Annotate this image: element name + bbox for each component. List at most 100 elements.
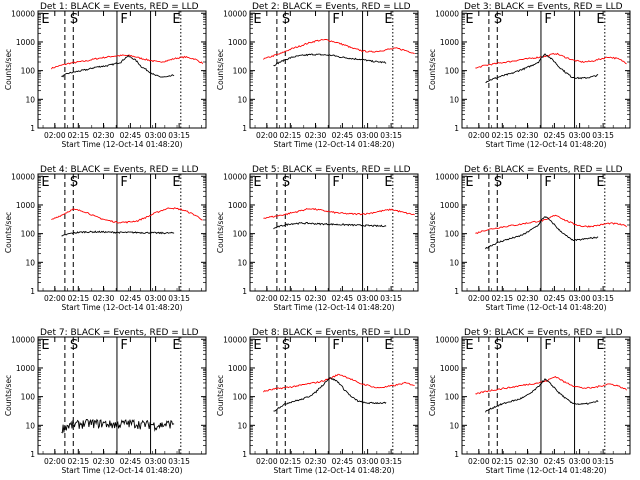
marker-f: F [544,175,551,190]
y-axis-label: Counts/sec [4,212,13,253]
x-tick-label: 02:45 [332,294,354,303]
y-tick-label: 1000 [228,201,247,210]
chart-title: Det 2: BLACK = Events, RED = LLD [252,2,411,12]
x-tick-label: 02:30 [517,457,539,466]
marker-e: E [384,175,392,190]
lld-trace [51,207,203,224]
lld-trace [475,376,627,395]
y-tick-label: 100 [21,230,36,239]
y-tick-label: 100 [233,230,248,239]
chart-title: Det 3: BLACK = Events, RED = LLD [464,2,623,12]
x-tick-label: 03:15 [168,294,190,303]
plot-frame [37,10,207,129]
marker-e: E [41,12,49,27]
marker-s: S [282,175,290,190]
x-tick-label: 02:45 [544,294,566,303]
y-tick-label: 100 [445,230,460,239]
y-tick-label: 100 [233,393,248,402]
events-trace [485,216,599,250]
chart-title: Det 1: BLACK = Events, RED = LLD [40,2,199,12]
plot-frame [461,336,631,455]
marker-s: S [494,12,502,27]
x-tick-label: 02:00 [44,457,66,466]
x-tick-label: 02:15 [280,294,302,303]
events-trace [61,54,175,78]
y-tick-label: 10000 [435,9,459,18]
marker-e: E [596,338,604,353]
x-tick-label: 02:45 [332,457,354,466]
x-tick-label: 03:00 [569,131,591,140]
marker-e: E [384,12,392,27]
x-tick-label: 02:15 [68,457,90,466]
marker-s: S [494,338,502,353]
y-tick-label: 1000 [440,201,459,210]
marker-e: E [465,338,473,353]
x-tick-label: 02:00 [256,131,278,140]
x-tick-label: 02:30 [305,294,327,303]
marker-f: F [332,175,339,190]
chart-panel-6: Det 6: BLACK = Events, RED = LLD 1 10 100 10… [428,165,631,312]
marker-e: E [253,175,261,190]
x-tick-label: 02:30 [93,457,115,466]
y-tick-label: 1 [30,287,35,296]
lld-trace [475,52,627,69]
y-tick-label: 1 [454,124,459,133]
lld-trace [475,214,627,234]
y-tick-label: 10000 [223,9,247,18]
chart-title: Det 5: BLACK = Events, RED = LLD [252,165,411,175]
x-tick-label: 03:15 [592,294,614,303]
x-tick-label: 03:00 [145,131,167,140]
chart-title: Det 8: BLACK = Events, RED = LLD [252,328,411,338]
x-tick-label: 02:15 [68,131,90,140]
marker-f: F [332,338,339,353]
y-tick-label: 10 [237,95,247,104]
x-tick-label: 02:30 [305,131,327,140]
x-tick-label: 03:00 [569,294,591,303]
x-tick-label: 02:45 [544,457,566,466]
x-tick-label: 02:15 [68,294,90,303]
x-tick-label: 02:15 [492,294,514,303]
marker-s: S [282,338,290,353]
x-tick-label: 02:30 [93,131,115,140]
marker-f: F [120,175,127,190]
x-axis-label: Start Time (12-Oct-14 01:48:20) [61,303,182,312]
y-tick-label: 1000 [228,38,247,47]
chart-panel-7: Det 7: BLACK = Events, RED = LLD 1 10 100 10… [4,328,207,475]
events-trace [273,222,387,230]
chart-title: Det 6: BLACK = Events, RED = LLD [464,165,623,175]
plot-frame [37,173,207,292]
x-tick-label: 02:15 [492,131,514,140]
plot-frame [249,10,419,129]
y-tick-label: 1 [242,287,247,296]
chart-panel-8: Det 8: BLACK = Events, RED = LLD 1 10 100 10… [216,328,419,475]
chart-panel-2: Det 2: BLACK = Events, RED = LLD 1 10 100 10… [216,2,419,149]
lld-trace [263,207,415,219]
y-tick-label: 10 [237,421,247,430]
y-tick-label: 100 [233,67,248,76]
x-tick-label: 03:15 [380,131,402,140]
x-tick-label: 03:00 [145,457,167,466]
x-tick-label: 02:30 [517,294,539,303]
lld-trace [263,38,415,60]
chart-title: Det 7: BLACK = Events, RED = LLD [40,328,199,338]
y-axis-label: Counts/sec [428,375,437,416]
y-axis-label: Counts/sec [216,49,225,90]
marker-e: E [253,12,261,27]
x-tick-label: 02:00 [44,131,66,140]
x-tick-label: 03:00 [357,131,379,140]
x-tick-label: 02:00 [256,457,278,466]
y-tick-label: 1000 [16,364,35,373]
marker-s: S [70,12,78,27]
y-tick-label: 100 [21,67,36,76]
y-tick-label: 1 [454,287,459,296]
x-tick-label: 02:30 [517,131,539,140]
x-tick-label: 03:00 [145,294,167,303]
x-tick-label: 03:00 [357,457,379,466]
plot-frame [249,336,419,455]
y-tick-label: 10000 [435,335,459,344]
x-axis-label: Start Time (12-Oct-14 01:48:20) [485,303,606,312]
x-tick-label: 03:15 [592,457,614,466]
events-trace [273,53,387,67]
lld-trace [263,373,415,393]
